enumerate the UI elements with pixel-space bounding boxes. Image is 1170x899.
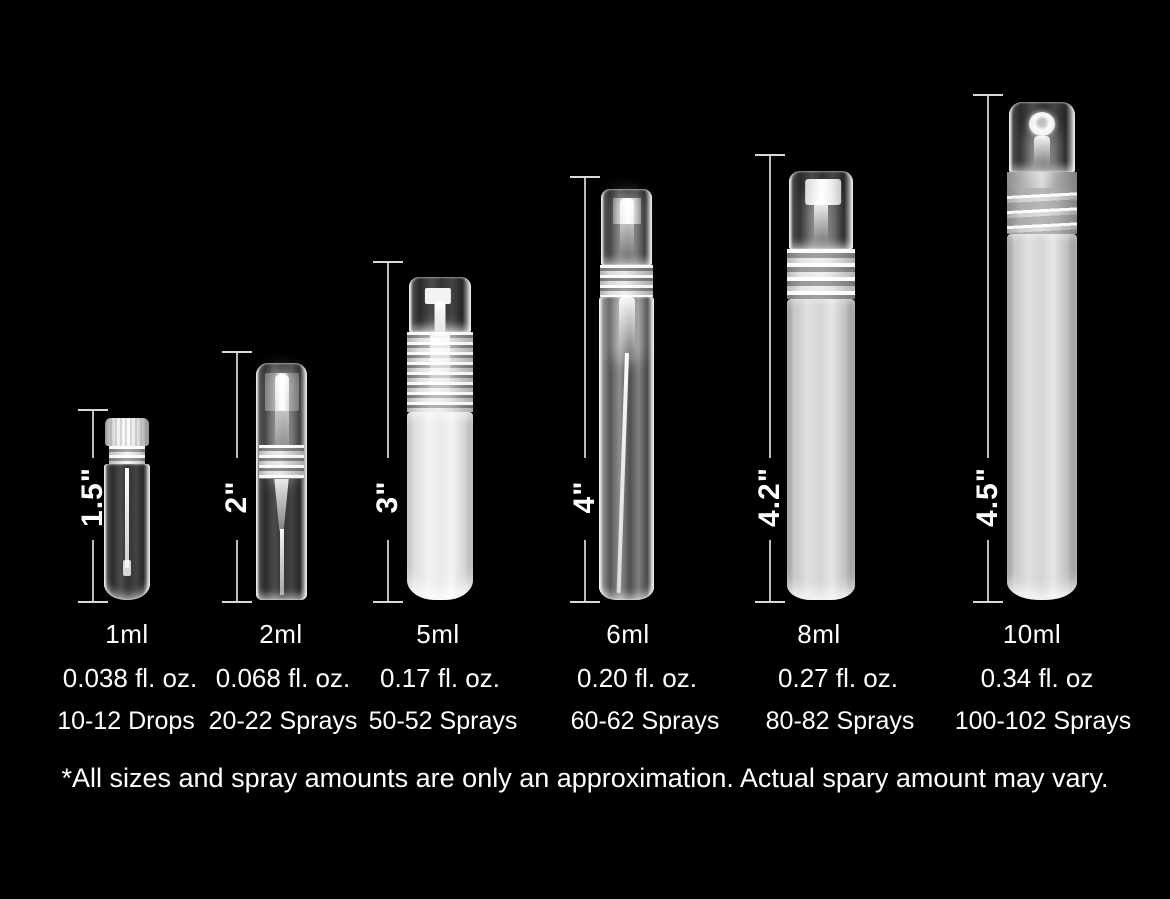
spray-nozzle xyxy=(1029,112,1055,136)
measure-tick-top xyxy=(973,94,1003,96)
measure-line-lower xyxy=(236,540,238,601)
pump-highlight xyxy=(430,332,450,412)
measure-tick-bottom xyxy=(755,601,785,603)
pump-collar xyxy=(600,265,653,297)
bottle-10ml xyxy=(1007,102,1077,600)
measure-tick-top xyxy=(222,351,252,353)
measure-line-upper xyxy=(92,411,94,458)
volume-label: 6ml xyxy=(606,619,650,649)
bottle-cap xyxy=(105,418,149,446)
spray-count-label: 60-62 Sprays xyxy=(570,707,720,735)
spray-count-label: 50-52 Sprays xyxy=(368,707,518,735)
height-label: 4.2" xyxy=(753,467,786,527)
measure-tick-top xyxy=(78,409,108,411)
measure-tick-bottom xyxy=(973,601,1003,603)
measure-line-upper xyxy=(387,263,389,458)
pump-stem xyxy=(434,302,446,332)
measure-line-lower xyxy=(584,540,586,601)
fl-oz-label: 0.068 fl. oz. xyxy=(215,663,351,693)
spray-nozzle xyxy=(424,288,451,304)
volume-label: 2ml xyxy=(259,619,303,649)
measure-line-upper xyxy=(236,353,238,458)
bottle-1ml xyxy=(104,418,150,600)
measure-line-upper xyxy=(584,178,586,458)
applicator-rod xyxy=(123,468,131,576)
measure-tick-bottom xyxy=(373,601,403,603)
pump-cone-highlight xyxy=(618,297,635,355)
measure-tick-bottom xyxy=(78,601,108,603)
spray-actuator xyxy=(805,179,842,205)
volume-label: 5ml xyxy=(416,619,460,649)
height-label: 4.5" xyxy=(971,467,1004,527)
bottle-body xyxy=(787,299,855,600)
measure-tick-top xyxy=(755,154,785,156)
pump-highlight xyxy=(619,199,634,263)
bottle-8ml xyxy=(787,171,855,600)
measure-line-lower xyxy=(387,540,389,601)
collar-band xyxy=(1007,172,1077,188)
measure-tick-bottom xyxy=(222,601,252,603)
spray-count-label: 20-22 Sprays xyxy=(208,707,358,735)
volume-label: 10ml xyxy=(1002,619,1062,649)
pump-highlight xyxy=(814,201,828,249)
measure-line-lower xyxy=(987,540,989,601)
bottle-body xyxy=(407,412,473,600)
height-label: 3" xyxy=(371,480,404,514)
spray-count-label: 100-102 Sprays xyxy=(954,707,1132,735)
spray-count-label: 10-12 Drops xyxy=(57,707,195,735)
fl-oz-label: 0.20 fl. oz. xyxy=(577,663,697,693)
measure-line-lower xyxy=(769,540,771,601)
fl-oz-label: 0.27 fl. oz. xyxy=(778,663,898,693)
measure-tick-top xyxy=(373,261,403,263)
volume-label: 8ml xyxy=(797,619,841,649)
measure-tick-bottom xyxy=(570,601,600,603)
fl-oz-label: 0.17 fl. oz. xyxy=(380,663,500,693)
fl-oz-label: 0.038 fl. oz. xyxy=(62,663,198,693)
volume-label: 1ml xyxy=(105,619,149,649)
bottle-body xyxy=(1007,234,1077,600)
measure-tick-top xyxy=(570,176,600,178)
height-label: 2" xyxy=(220,480,253,514)
bottle-neck-rings xyxy=(109,446,145,464)
collar-rings xyxy=(1007,188,1077,234)
bottle-2ml xyxy=(256,363,307,600)
bottle-5ml xyxy=(407,277,473,600)
measure-line-lower xyxy=(92,540,94,601)
pump-highlight xyxy=(1034,136,1050,170)
pump-collar xyxy=(787,249,855,299)
disclaimer-text: *All sizes and spray amounts are only an… xyxy=(61,763,1109,793)
height-label: 4" xyxy=(568,480,601,514)
spray-count-label: 80-82 Sprays xyxy=(765,707,915,735)
measure-line-upper xyxy=(987,96,989,458)
dip-tube xyxy=(279,529,284,595)
bottle-6ml xyxy=(599,189,654,600)
fl-oz-label: 0.34 fl. oz xyxy=(980,663,1094,693)
measure-line-upper xyxy=(769,156,771,458)
pump-collar xyxy=(259,445,304,479)
